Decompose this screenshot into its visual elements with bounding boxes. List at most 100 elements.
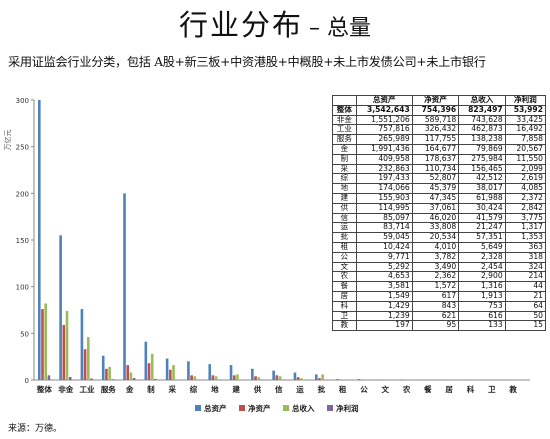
table-row-label: 公 (332, 251, 357, 263)
table-row-label: 建 (332, 192, 357, 204)
bar-3 (278, 376, 282, 380)
table-cell: 197 (355, 320, 413, 332)
table-header-row: 总资产 净资产 总收入 净利润 (332, 95, 547, 106)
table-row: 教 197 95 133 15 (332, 320, 547, 332)
x-tick-label: 供 (253, 384, 262, 394)
x-tick-label: 租 (339, 384, 347, 394)
source-note: 来源：万德。 (8, 424, 63, 434)
bar-4 (154, 378, 157, 380)
table-row-label: 居 (332, 290, 357, 302)
table-cell: 3,581 (355, 281, 413, 292)
x-tick-label: 餐 (423, 384, 432, 394)
table-row-label: 地 (332, 183, 357, 194)
table-cell: 1,913 (458, 290, 506, 302)
bar-3 (65, 310, 69, 380)
table-cell: 53,992 (504, 104, 547, 116)
table-cell: 155,903 (355, 192, 413, 204)
bar-3 (236, 374, 239, 380)
table-cell: 44 (504, 281, 547, 292)
table-row: 金 1,991,436 164,677 79,869 20,567 (332, 143, 547, 155)
bar-1 (272, 370, 275, 380)
table-cell: 363 (504, 241, 547, 253)
table-cell: 21 (504, 290, 547, 302)
bar-2 (254, 376, 257, 380)
table-cell: 7,858 (504, 134, 547, 145)
x-tick-label: 教 (508, 384, 517, 394)
bar-1 (38, 100, 41, 380)
bar-2 (126, 365, 130, 380)
x-tick-label: 公 (360, 385, 368, 394)
x-tick-label: 科 (467, 384, 475, 394)
bar-1 (187, 361, 190, 380)
y-tick-label: 0 (25, 377, 29, 385)
legend-swatch (239, 405, 245, 411)
data-table: 总资产 净资产 总收入 净利润 整体 3,542,643 754,396 823,497 53,… (332, 95, 547, 332)
bar-1 (144, 341, 148, 380)
bar-3 (129, 372, 133, 380)
page-title: 行业分布 – 总量 (0, 2, 550, 44)
table-cell: 20,534 (411, 232, 460, 243)
y-tick-label: 300 (16, 97, 29, 105)
table-row: 公 9,771 3,782 2,328 318 (332, 251, 547, 263)
table-cell: 174,066 (355, 183, 413, 194)
table-cell: 59,045 (355, 232, 413, 243)
bar-2 (169, 369, 172, 380)
table-row: 制 409,958 178,637 275,984 11,550 (332, 153, 547, 165)
table-cell: 178,637 (411, 153, 460, 165)
table-row: 租 10,424 4,010 5,649 363 (332, 241, 547, 253)
y-tick-label: 50 (20, 330, 29, 338)
table-row: 批 59,045 20,534 57,351 1,353 (332, 232, 547, 243)
legend-label: 净资产 (248, 403, 271, 413)
table-cell: 20,567 (504, 143, 547, 155)
bar-4 (111, 379, 115, 380)
bar-2 (62, 324, 66, 380)
table-row-label: 租 (332, 241, 357, 253)
table-cell: 57,351 (458, 232, 506, 243)
bar-2 (147, 363, 151, 380)
table-cell: 4,010 (411, 241, 460, 253)
table-cell: 10,424 (355, 241, 413, 253)
table-row: 卫 1,239 621 616 50 (332, 310, 547, 322)
table-row: 建 155,903 47,345 61,988 2,372 (332, 192, 547, 204)
table-cell: 133 (458, 320, 506, 332)
bar-1 (123, 193, 126, 380)
table-cell: 117,755 (411, 134, 460, 145)
bar-4 (68, 376, 72, 380)
y-tick-label: 100 (16, 284, 29, 292)
table-row-label: 整体 (332, 104, 357, 116)
table-cell: 753 (458, 300, 506, 312)
bar-1 (59, 235, 62, 380)
table-row-label: 批 (332, 232, 357, 243)
x-tick-label: 文 (382, 384, 390, 394)
bar-1 (229, 365, 233, 380)
table-cell: 1,429 (355, 300, 413, 312)
x-tick-label: 批 (318, 384, 326, 394)
bar-1 (357, 379, 361, 380)
table-cell: 138,238 (458, 134, 506, 145)
table-row: 餐 3,581 1,572 1,316 44 (332, 281, 547, 292)
table-row-label: 服务 (332, 134, 357, 145)
x-tick-label: 建 (231, 384, 240, 394)
legend-label: 总资产 (204, 403, 227, 413)
table-header-cell: 总资产 (355, 95, 413, 106)
table-cell: 823,497 (458, 104, 506, 116)
title-sub: – 总量 (309, 16, 371, 41)
bar-1 (314, 374, 318, 380)
bar-2 (41, 309, 44, 380)
table-row: 工业 757,816 326,432 462,873 16,492 (332, 124, 547, 136)
table-row-label: 科 (332, 300, 357, 312)
legend-swatch (327, 405, 333, 411)
table-cell: 45,379 (411, 183, 460, 194)
table-cell: 3,542,643 (355, 104, 413, 116)
bar-2 (232, 375, 236, 380)
table-row-label: 教 (332, 320, 357, 332)
x-tick-label: 服务 (101, 384, 116, 394)
table-row: 供 114,995 37,061 30,424 2,842 (332, 202, 547, 214)
x-tick-label: 居 (445, 385, 453, 394)
table-row: 采 232,863 110,734 156,465 2,099 (332, 163, 547, 175)
bar-4 (90, 378, 93, 380)
table-cell: 617 (411, 290, 460, 302)
table-row: 综 197,433 52,807 42,512 2,619 (332, 173, 547, 185)
legend-label: 总收入 (292, 403, 315, 413)
x-tick-label: 地 (211, 384, 219, 394)
